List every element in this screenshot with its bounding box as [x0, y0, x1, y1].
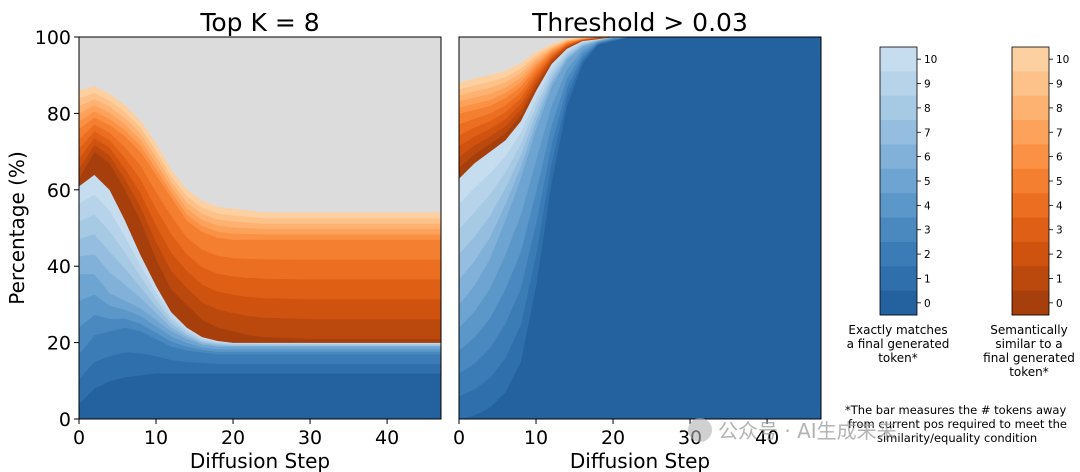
colorbar-exact-tick-label: 7: [924, 127, 931, 139]
x-axis-ticks-top-k: 0 10 20 30 40: [73, 419, 399, 449]
colorbar-exact-cell: [880, 120, 917, 145]
colorbar-exact-tick-label: 4: [924, 200, 931, 212]
y-tick-label: 80: [47, 103, 71, 125]
watermark: 公众号 · AI生成未来: [688, 418, 897, 443]
y-tick-label: 100: [35, 27, 71, 49]
colorbar-similar-cell: [1012, 168, 1049, 194]
colorbar-similar-cell: [1012, 193, 1049, 218]
x-tick-label: 20: [601, 427, 625, 449]
colorbar-exact-tick-label: 2: [924, 249, 931, 261]
colorbar-exact-cell: [880, 217, 917, 243]
colorbar-similar-tick-label: 5: [1056, 176, 1063, 188]
x-axis-label-top-k: Diffusion Step: [190, 449, 330, 472]
footnote-line-1: *The bar measures the # tokens away: [845, 403, 1066, 417]
colorbar-similar-tick-label: 4: [1056, 200, 1063, 212]
colorbar-exact-cell: [880, 290, 917, 316]
colorbar-similar-cell: [1012, 241, 1049, 267]
colorbar-similar-cell: [1012, 95, 1049, 121]
colorbar-exact-tick-label: 5: [924, 176, 931, 188]
colorbar-similar-tick-label: 10: [1056, 54, 1069, 66]
colorbar-exact-label-1: Exactly matches: [848, 323, 947, 337]
x-tick-label: 20: [221, 427, 245, 449]
colorbar-exact-cell: [880, 71, 917, 97]
x-tick-label: 0: [73, 427, 85, 449]
colorbar-similar-tick-label: 2: [1056, 249, 1063, 261]
x-tick-label: 30: [298, 427, 322, 449]
colorbar-similar-cell: [1012, 120, 1049, 145]
plot-frame-top-k: [78, 36, 442, 420]
colorbar-exact-cell: [880, 241, 917, 267]
area-exact-bin-0: [78, 372, 442, 420]
colorbar-similar-tick-label: 1: [1056, 273, 1063, 285]
y-tick-label: 60: [47, 180, 71, 202]
colorbar-similar-label-4: token*: [1009, 365, 1049, 379]
colorbar-exact-cell: [880, 95, 917, 121]
colorbar-similar-label-2: similar to a: [995, 337, 1062, 351]
colorbar-exact-tick-label: 1: [924, 273, 931, 285]
watermark-text: 公众号 · AI生成未来: [718, 419, 897, 443]
chart-threshold: 0 10 20 30 40 Threshold > 0.03 Diffusion Ste…: [453, 8, 822, 472]
colorbar-similar-tick-label: 9: [1056, 79, 1063, 91]
watermark-logo-icon: [688, 418, 712, 442]
y-tick-label: 20: [47, 333, 71, 355]
x-tick-label: 10: [524, 427, 548, 449]
colorbar-similar-tick-label: 6: [1056, 152, 1063, 164]
chart-title-top-k: Top K = 8: [199, 8, 319, 37]
colorbar-exact-tick-label: 0: [924, 298, 931, 310]
colorbar-exact-tick-label: 3: [924, 225, 931, 237]
colorbar-similar-tick-label: 8: [1056, 103, 1063, 115]
footnote-line-2: from current pos required to meet the: [848, 417, 1067, 431]
colorbar-exact-cell: [880, 47, 917, 72]
colorbar-exact-label-3: token*: [878, 351, 918, 365]
x-axis-label-threshold: Diffusion Step: [570, 449, 710, 472]
colorbar-similar-cell: [1012, 47, 1049, 72]
footnote-line-3: similarity/equality condition: [877, 431, 1037, 445]
colorbar-similar-tick-label: 7: [1056, 127, 1063, 139]
colorbar-similar-label-1: Semantically: [990, 323, 1067, 337]
chart-title-threshold: Threshold > 0.03: [531, 8, 748, 37]
y-tick-label: 0: [59, 409, 71, 431]
y-tick-label: 40: [47, 256, 71, 278]
colorbar-similar-cell: [1012, 217, 1049, 243]
colorbar-similar-cell: [1012, 290, 1049, 316]
x-tick-label: 40: [375, 427, 399, 449]
colorbar-exact-tick-label: 8: [924, 103, 931, 115]
colorbar-exact-cell: [880, 144, 917, 170]
y-axis-label: Percentage (%): [5, 151, 29, 304]
footnote: *The bar measures the # tokens away from…: [845, 403, 1067, 445]
colorbar-exact-tick-label: 10: [924, 54, 937, 66]
plot-frame-threshold: [458, 36, 822, 420]
y-axis-ticks: 0 20 40 60 80 100: [35, 27, 79, 431]
chart-top-k: 0 20 40 60 80 100 0 10 20 30 40 Top K = 8 Diffusi…: [5, 8, 442, 472]
x-tick-label: 10: [144, 427, 168, 449]
colorbar-exact-tick-label: 6: [924, 152, 931, 164]
colorbar-exact-cell: [880, 193, 917, 218]
colorbar-similar-cell: [1012, 144, 1049, 170]
colorbar-exact-cell: [880, 168, 917, 194]
colorbar-exact-tick-label: 9: [924, 79, 931, 91]
colorbar-similar-tick-label: 3: [1056, 225, 1063, 237]
colorbar-exact-label-2: a final generated: [847, 337, 950, 351]
x-tick-label: 0: [453, 427, 465, 449]
colorbar-exact-cell: [880, 266, 917, 292]
stacked-areas-threshold: [458, 36, 822, 420]
colorbar-similar-label-3: final generated: [983, 351, 1075, 365]
colorbar-similar-cell: [1012, 71, 1049, 97]
x-tick-label: 40: [755, 427, 779, 449]
colorbar-similar-tick-label: 0: [1056, 298, 1063, 310]
colorbar-similar-cell: [1012, 266, 1049, 292]
